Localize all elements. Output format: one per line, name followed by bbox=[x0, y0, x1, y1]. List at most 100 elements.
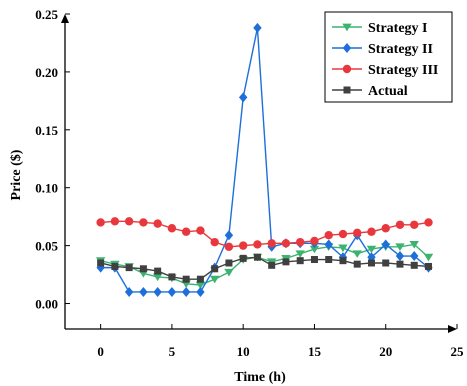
data-point-strategy-i bbox=[352, 250, 362, 258]
data-point-strategy-i bbox=[209, 275, 220, 284]
x-tick-label: 5 bbox=[169, 344, 176, 359]
y-tick-label: 0.05 bbox=[35, 239, 58, 254]
data-point-strategy-i bbox=[152, 273, 163, 282]
data-point-actual bbox=[196, 275, 204, 283]
data-point-actual bbox=[253, 253, 261, 261]
data-point-strategy-iii bbox=[153, 219, 162, 228]
data-point-actual bbox=[339, 257, 347, 265]
data-point-actual bbox=[424, 262, 432, 270]
data-point-strategy-iii bbox=[110, 217, 120, 226]
data-point-actual bbox=[410, 261, 418, 269]
data-point-actual bbox=[239, 254, 247, 262]
data-point-actual bbox=[154, 267, 162, 275]
data-point-actual bbox=[268, 261, 276, 269]
x-axis-arrow bbox=[448, 325, 457, 333]
data-point-strategy-i bbox=[366, 245, 377, 254]
y-tick-label: 0.15 bbox=[35, 123, 58, 138]
y-tick-label: 0.20 bbox=[35, 65, 58, 80]
data-point-strategy-ii bbox=[381, 239, 390, 250]
data-point-actual bbox=[139, 265, 147, 273]
data-point-strategy-ii bbox=[253, 22, 262, 33]
legend-item-actual: Actual bbox=[332, 84, 408, 99]
data-point-actual bbox=[182, 275, 190, 283]
series-strategy-iii bbox=[96, 217, 433, 251]
y-tick-label: 0.10 bbox=[35, 181, 58, 196]
x-tick-label: 20 bbox=[379, 344, 392, 359]
series-actual bbox=[97, 253, 432, 283]
data-point-strategy-iii bbox=[238, 241, 248, 250]
y-axis-title: Price ($) bbox=[9, 149, 24, 200]
data-point-strategy-iii bbox=[124, 217, 134, 226]
data-point-strategy-ii bbox=[153, 286, 162, 297]
data-point-actual bbox=[296, 257, 304, 265]
data-point-strategy-i bbox=[395, 243, 405, 251]
data-point-strategy-i bbox=[224, 268, 234, 277]
data-point-strategy-ii bbox=[139, 286, 148, 297]
data-point-strategy-ii bbox=[395, 251, 405, 262]
data-point-actual bbox=[168, 273, 176, 281]
data-point-strategy-iii bbox=[395, 220, 405, 229]
data-point-actual bbox=[367, 259, 375, 267]
data-point-strategy-iii bbox=[96, 218, 105, 227]
legend-marker bbox=[343, 86, 351, 94]
legend-label: Strategy III bbox=[368, 63, 438, 78]
data-point-strategy-iii bbox=[310, 236, 319, 246]
x-tick-label: 25 bbox=[451, 344, 465, 359]
data-point-strategy-ii bbox=[167, 286, 177, 297]
y-tick-label: 0.25 bbox=[35, 7, 58, 22]
data-point-strategy-i bbox=[409, 241, 419, 249]
legend-item-strategy-iii: Strategy III bbox=[332, 63, 438, 78]
data-point-strategy-iii bbox=[224, 242, 234, 251]
data-point-strategy-ii bbox=[224, 230, 234, 241]
data-point-actual bbox=[97, 259, 105, 267]
data-point-strategy-ii bbox=[181, 286, 191, 297]
data-point-strategy-iii bbox=[410, 220, 419, 229]
data-point-strategy-i bbox=[423, 253, 434, 262]
data-point-strategy-ii bbox=[410, 251, 419, 262]
legend-marker bbox=[342, 23, 352, 32]
legend-label: Actual bbox=[368, 84, 408, 99]
data-point-strategy-iii bbox=[167, 224, 177, 233]
y-axis-arrow bbox=[61, 14, 69, 23]
legend-label: Strategy I bbox=[368, 21, 428, 36]
data-point-strategy-iii bbox=[381, 224, 390, 233]
data-point-strategy-iii bbox=[281, 239, 291, 248]
data-point-actual bbox=[225, 259, 233, 267]
data-point-strategy-iii bbox=[181, 227, 191, 236]
x-axis-title: Time (h) bbox=[234, 370, 286, 385]
data-point-strategy-iii bbox=[424, 218, 433, 227]
data-point-strategy-iii bbox=[338, 229, 348, 239]
legend-marker bbox=[342, 43, 352, 53]
data-point-strategy-iii bbox=[367, 227, 376, 236]
legend-marker bbox=[342, 64, 352, 74]
data-point-actual bbox=[382, 259, 390, 267]
data-point-strategy-iii bbox=[196, 226, 205, 235]
data-point-actual bbox=[353, 260, 361, 268]
data-point-actual bbox=[211, 265, 219, 273]
data-point-strategy-iii bbox=[353, 228, 362, 238]
data-point-strategy-i bbox=[338, 244, 348, 253]
data-point-strategy-iii bbox=[210, 237, 219, 247]
data-point-actual bbox=[282, 258, 290, 266]
data-point-strategy-iii bbox=[253, 240, 262, 249]
data-point-strategy-iii bbox=[296, 237, 305, 247]
data-point-strategy-i bbox=[309, 245, 320, 254]
legend-item-strategy-i: Strategy I bbox=[332, 21, 428, 36]
series-line-strategy-iii bbox=[100, 220, 429, 248]
data-point-strategy-iii bbox=[267, 239, 276, 248]
series-group bbox=[95, 22, 434, 297]
series-line-actual bbox=[100, 256, 429, 280]
data-point-strategy-ii bbox=[124, 286, 134, 297]
data-point-strategy-ii bbox=[238, 92, 248, 103]
data-point-actual bbox=[111, 262, 119, 270]
data-point-strategy-iii bbox=[139, 218, 148, 227]
data-point-strategy-i bbox=[195, 281, 206, 290]
ticks: 0 5 10 15 20 25 0.00 0.05 0.10 0.15 0.20 0.25 bbox=[35, 7, 464, 359]
axes bbox=[61, 14, 457, 333]
x-tick-label: 15 bbox=[308, 344, 322, 359]
data-point-actual bbox=[396, 260, 404, 268]
legend: Strategy I Strategy II Strategy III Actual bbox=[324, 11, 453, 103]
data-point-actual bbox=[125, 264, 133, 272]
y-tick-label: 0.00 bbox=[35, 297, 58, 312]
